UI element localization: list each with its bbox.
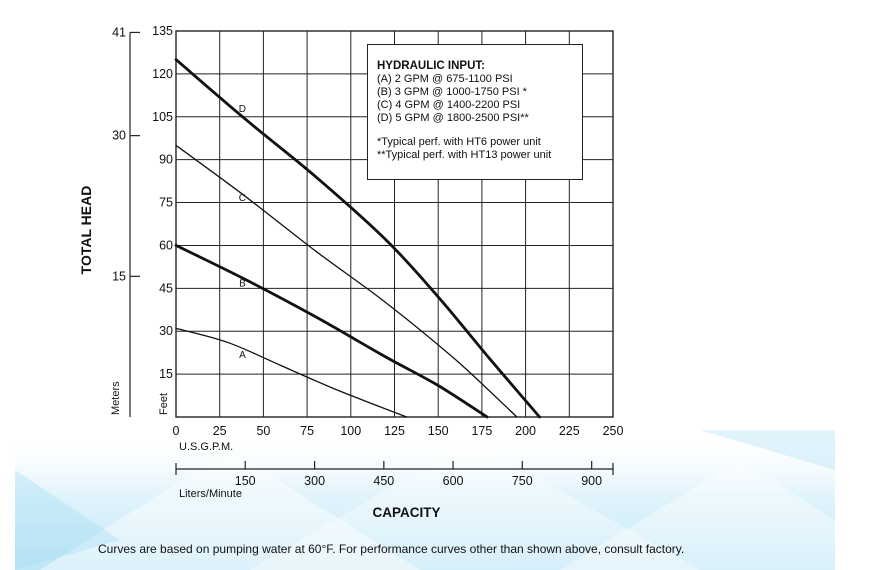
legend-item-d: (D) 5 GPM @ 1800-2500 PSI** [377, 112, 529, 124]
y-tick-label: 45 [159, 281, 173, 295]
series-line-c [175, 144, 518, 418]
series-line-a [175, 327, 408, 418]
y-tick-label: 60 [159, 238, 173, 252]
series-line-d [174, 58, 541, 419]
y-tick-label: 105 [152, 110, 173, 124]
series-label-b: B [239, 279, 246, 290]
lpm-tick-label: 150 [235, 474, 256, 488]
lpm-tick-label: 600 [443, 474, 464, 488]
footnote: Curves are based on pumping water at 60°… [98, 542, 685, 556]
series-line-b [174, 244, 489, 419]
x-tick-label: 250 [603, 424, 624, 438]
x-tick-label: 175 [471, 424, 492, 438]
lpm-tick-label: 300 [304, 474, 325, 488]
lpm-tick-label: 900 [581, 474, 602, 488]
x-tick-label: 50 [256, 424, 270, 438]
x-tick-label: 25 [213, 424, 227, 438]
lpm-tick-label: 750 [512, 474, 533, 488]
legend-title: HYDRAULIC INPUT: [377, 60, 485, 72]
hydraulic-input-legend: HYDRAULIC INPUT: (A) 2 GPM @ 675-1100 PS… [367, 44, 583, 180]
meters-unit-label: Meters [110, 381, 122, 415]
legend-note-ht13: **Typical perf. with HT13 power unit [377, 149, 552, 161]
meters-tick-label: 15 [112, 269, 126, 283]
legend-item-b: (B) 3 GPM @ 1000-1750 PSI * [377, 86, 527, 98]
x-tick-label: 0 [173, 424, 180, 438]
series-label-a: A [239, 350, 246, 361]
y-tick-label: 135 [152, 24, 173, 38]
x-axis-title: CAPACITY [372, 505, 440, 520]
x-tick-label: 200 [515, 424, 536, 438]
y-tick-label: 120 [152, 67, 173, 81]
y-tick-label: 15 [159, 367, 173, 381]
gpm-unit-label: U.S.G.P.M. [179, 441, 233, 453]
series-label-d: D [239, 104, 246, 115]
x-tick-label: 75 [300, 424, 314, 438]
x-tick-label: 150 [428, 424, 449, 438]
x-tick-label: 100 [340, 424, 361, 438]
lpm-unit-label: Liters/Minute [179, 488, 242, 500]
lpm-tick-label: 450 [373, 474, 394, 488]
meters-tick-label: 41 [112, 25, 126, 39]
x-tick-label: 225 [559, 424, 580, 438]
y-tick-label: 30 [159, 324, 173, 338]
feet-unit-label: Feet [158, 393, 170, 415]
y-axis-title: TOTAL HEAD [78, 186, 94, 275]
series-label-c: C [239, 193, 246, 204]
y-tick-label: 90 [159, 153, 173, 167]
legend-item-a: (A) 2 GPM @ 675-1100 PSI [377, 73, 513, 85]
x-tick-label: 125 [384, 424, 405, 438]
meters-tick-label: 30 [112, 129, 126, 143]
legend-note-ht6: *Typical perf. with HT6 power unit [377, 136, 541, 148]
legend-item-c: (C) 4 GPM @ 1400-2200 PSI [377, 99, 521, 111]
y-tick-label: 75 [159, 196, 173, 210]
